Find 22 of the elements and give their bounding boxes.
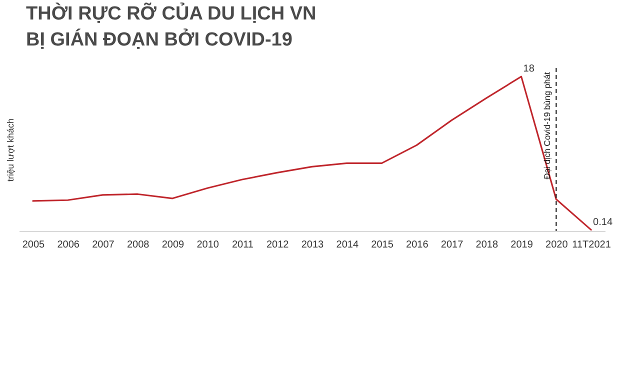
x-tick-label: 2005 bbox=[22, 240, 46, 250]
x-tick-label: 2013 bbox=[301, 240, 324, 250]
x-tick-label: 2020 bbox=[546, 240, 568, 250]
x-tick-label: 2015 bbox=[371, 240, 394, 250]
x-tick-label: 11T2021 bbox=[572, 240, 612, 250]
x-tick-label: 2012 bbox=[266, 240, 290, 250]
x-tick-label: 2011 bbox=[232, 240, 254, 250]
x-tick-label: 2014 bbox=[336, 240, 359, 250]
x-tick-label: 2010 bbox=[196, 240, 220, 250]
ref-line-label: Đại dịch Covid-19 bùng phát bbox=[542, 71, 552, 180]
y-axis-title: triệu lượt khách bbox=[6, 118, 16, 182]
x-tick-label: 2019 bbox=[510, 240, 534, 250]
data-label: 18 bbox=[523, 64, 535, 75]
x-tick-label: 2008 bbox=[126, 240, 150, 250]
x-tick-label: 2017 bbox=[440, 240, 464, 250]
x-tick-label: 2007 bbox=[92, 240, 115, 250]
x-tick-label: 2009 bbox=[162, 240, 185, 250]
x-tick-label: 2016 bbox=[406, 240, 429, 250]
x-tick-label: 2006 bbox=[57, 240, 80, 250]
chart-title: THỜI RỰC RỠ CỦA DU LỊCH VN BỊ GIÁN ĐOẠN BỞI COVID-19 bbox=[26, 2, 316, 51]
x-tick-label: 2018 bbox=[476, 240, 498, 250]
data-label: 0.14 bbox=[593, 216, 613, 228]
